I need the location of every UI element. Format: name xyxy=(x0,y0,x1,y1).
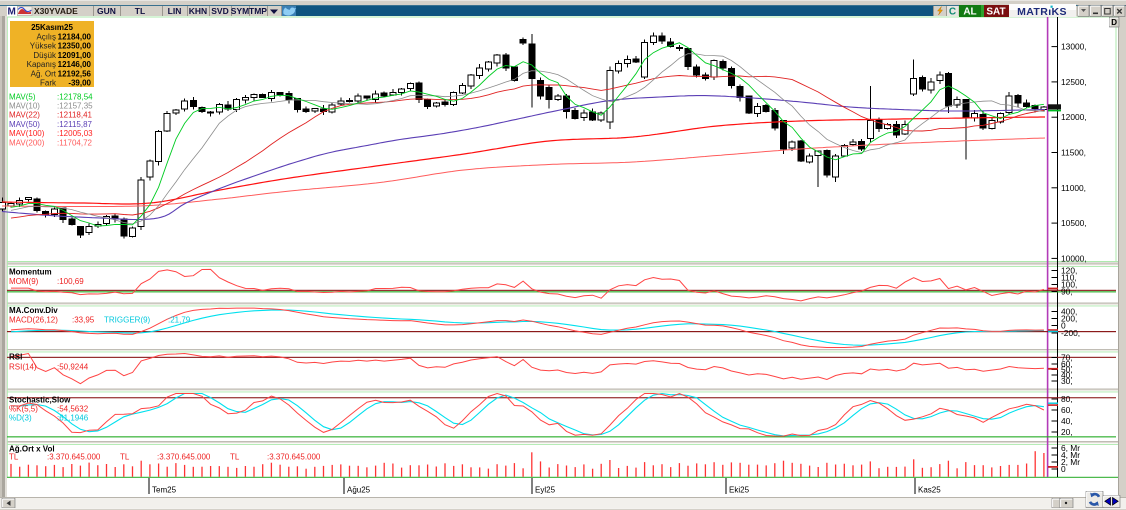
svg-text:90,: 90, xyxy=(1061,287,1073,297)
svg-text::12005,03: :12005,03 xyxy=(57,129,93,138)
svg-text:11500,: 11500, xyxy=(1061,148,1086,158)
svg-text:10500,: 10500, xyxy=(1061,218,1087,228)
svg-text:12000,: 12000, xyxy=(1061,112,1087,122)
svg-text:25Kasım25: 25Kasım25 xyxy=(31,23,73,32)
svg-text:KHN: KHN xyxy=(189,6,207,16)
svg-text:X30YVADE: X30YVADE xyxy=(34,6,78,16)
svg-text::50,9244: :50,9244 xyxy=(57,363,89,372)
svg-text:2, Mr: 2, Mr xyxy=(1061,457,1080,467)
svg-text:Yüksek: Yüksek xyxy=(30,42,57,51)
svg-text::100,69: :100,69 xyxy=(57,277,84,286)
svg-text:MAV(200): MAV(200) xyxy=(9,138,45,147)
svg-text::3.370.645.000: :3.370.645.000 xyxy=(47,453,101,462)
svg-text::54,5632: :54,5632 xyxy=(57,405,89,414)
svg-text:SVD: SVD xyxy=(211,6,228,16)
svg-text:10000,: 10000, xyxy=(1061,253,1087,263)
svg-text::12178,54: :12178,54 xyxy=(57,92,93,101)
svg-text:6, Mr: 6, Mr xyxy=(1061,443,1080,453)
svg-text:12146,00: 12146,00 xyxy=(58,60,92,69)
svg-text::3.370.645.000: :3.370.645.000 xyxy=(157,453,211,462)
svg-text:MAV(10): MAV(10) xyxy=(9,102,40,111)
svg-text:MAV(5): MAV(5) xyxy=(9,92,36,101)
svg-text:12500,: 12500, xyxy=(1061,77,1087,87)
svg-text:11000,: 11000, xyxy=(1061,183,1086,193)
svg-text:Momentum: Momentum xyxy=(9,268,52,277)
svg-text:Eyl25: Eyl25 xyxy=(535,486,556,495)
svg-text:MOM(9): MOM(9) xyxy=(9,277,39,286)
svg-text:-200,: -200, xyxy=(1061,328,1080,338)
svg-text:12350,00: 12350,00 xyxy=(58,42,92,51)
svg-text:30,: 30, xyxy=(1061,376,1073,386)
svg-text:0: 0 xyxy=(1061,321,1066,331)
svg-text:RSI(14): RSI(14) xyxy=(9,363,37,372)
svg-text:GUN: GUN xyxy=(97,6,116,16)
svg-text:%D(3): %D(3) xyxy=(9,414,32,423)
svg-text:50,: 50, xyxy=(1061,365,1073,375)
svg-text:C: C xyxy=(949,7,956,18)
svg-text:SAT: SAT xyxy=(986,7,1005,18)
svg-text:MACD(26,12): MACD(26,12) xyxy=(9,316,58,325)
svg-text:TL: TL xyxy=(9,453,19,462)
svg-text:60,: 60, xyxy=(1061,405,1073,415)
svg-text:SYM: SYM xyxy=(231,6,249,16)
svg-text:100,: 100, xyxy=(1061,280,1077,290)
svg-text:80,: 80, xyxy=(1061,394,1073,404)
svg-text::12157,35: :12157,35 xyxy=(57,102,93,111)
svg-text:RSI: RSI xyxy=(9,353,22,362)
svg-text:Kapanış: Kapanış xyxy=(27,60,56,69)
svg-text:TRIGGER(9): TRIGGER(9) xyxy=(104,316,151,325)
svg-text:110,: 110, xyxy=(1061,273,1077,283)
svg-text:-39,00: -39,00 xyxy=(68,79,91,88)
svg-text:20,: 20, xyxy=(1061,427,1073,437)
svg-text:400,: 400, xyxy=(1061,307,1077,317)
svg-text:MAV(22): MAV(22) xyxy=(9,111,40,120)
svg-text:LIN: LIN xyxy=(168,6,182,16)
svg-text::21,79: :21,79 xyxy=(168,316,191,325)
svg-text::3.370.645.000: :3.370.645.000 xyxy=(267,453,321,462)
svg-text:M: M xyxy=(8,7,16,18)
svg-text:MAV(50): MAV(50) xyxy=(9,120,40,129)
svg-text:%K(5,5): %K(5,5) xyxy=(9,405,38,414)
svg-text::12115,87: :12115,87 xyxy=(57,120,93,129)
svg-text:4, Mr: 4, Mr xyxy=(1061,450,1080,460)
svg-text:TL: TL xyxy=(230,453,240,462)
svg-text:0: 0 xyxy=(1061,464,1066,474)
svg-text:Ağ.Ort x Vol: Ağ.Ort x Vol xyxy=(9,445,55,454)
svg-text:120,: 120, xyxy=(1061,266,1077,276)
svg-text:Stochastic,Slow: Stochastic,Slow xyxy=(9,396,71,405)
svg-text:Eki25: Eki25 xyxy=(729,486,750,495)
svg-text:Tem25: Tem25 xyxy=(152,486,177,495)
svg-text:Kas25: Kas25 xyxy=(918,486,941,495)
svg-text:Açılış: Açılış xyxy=(36,33,56,42)
svg-text:60,: 60, xyxy=(1061,359,1073,369)
svg-text:MA.Conv.Div: MA.Conv.Div xyxy=(9,306,58,315)
svg-text:70,: 70, xyxy=(1061,353,1073,363)
svg-text:D: D xyxy=(1111,18,1117,27)
svg-text:13000,: 13000, xyxy=(1061,42,1087,52)
svg-text::11704,72: :11704,72 xyxy=(57,138,93,147)
svg-text:Ağ. Ort: Ağ. Ort xyxy=(31,69,57,78)
svg-text:12192,56: 12192,56 xyxy=(58,69,92,78)
svg-text:MAV(100): MAV(100) xyxy=(9,129,45,138)
svg-text::12118,41: :12118,41 xyxy=(57,111,93,120)
svg-text:Ağu25: Ağu25 xyxy=(347,486,371,495)
svg-text::61,1946: :61,1946 xyxy=(57,414,89,423)
svg-text:40,: 40, xyxy=(1061,370,1073,380)
svg-text:12184,00: 12184,00 xyxy=(58,33,92,42)
svg-text::33,95: :33,95 xyxy=(72,316,95,325)
svg-text:TL: TL xyxy=(120,453,130,462)
svg-text:200,: 200, xyxy=(1061,314,1077,324)
svg-text:Fark: Fark xyxy=(40,79,57,88)
svg-text:TMP: TMP xyxy=(249,6,267,16)
svg-text:12091,00: 12091,00 xyxy=(58,51,92,60)
svg-text:40,: 40, xyxy=(1061,416,1073,426)
svg-text:MATRıKS: MATRıKS xyxy=(1017,6,1067,18)
svg-text:AL: AL xyxy=(963,7,976,18)
svg-text:Düşük: Düşük xyxy=(33,51,57,60)
svg-text:TL: TL xyxy=(135,6,145,16)
